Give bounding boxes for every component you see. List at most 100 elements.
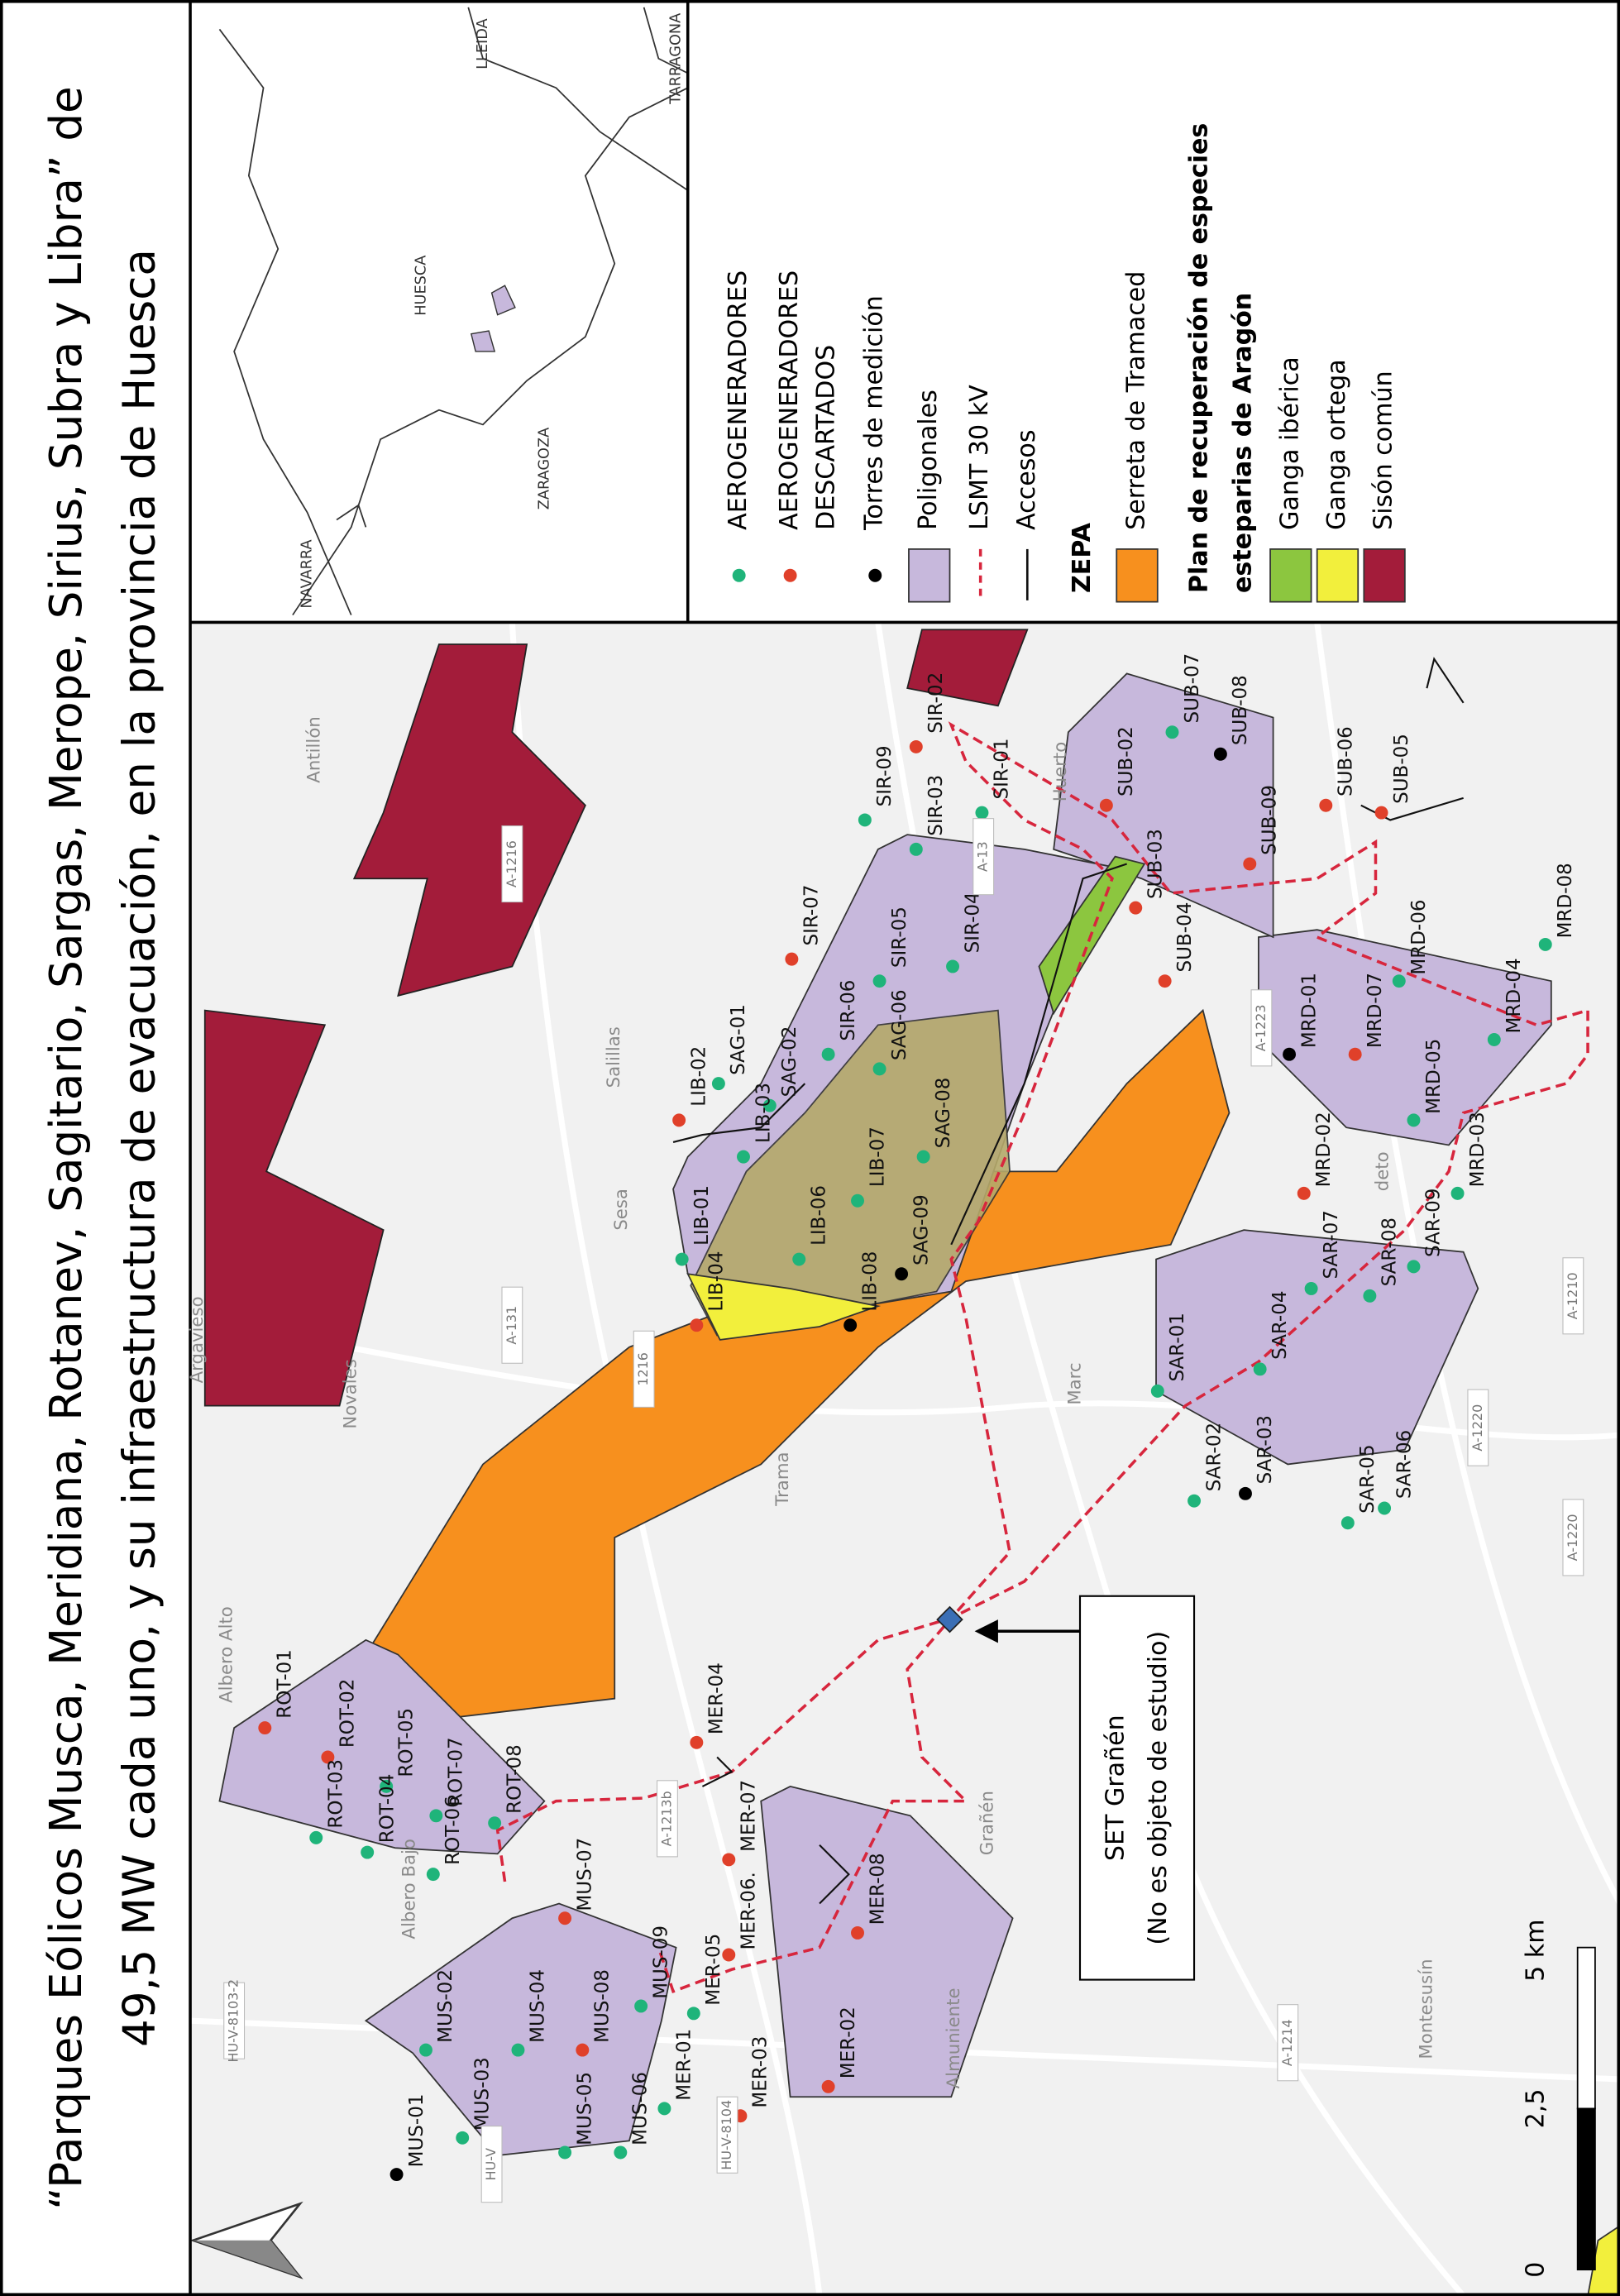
- turbine-marker: [1378, 1501, 1392, 1515]
- turbine-label: MRD-05: [1423, 1039, 1445, 1114]
- place-label: Huerto: [1050, 742, 1071, 802]
- legend-symbol: [868, 568, 882, 582]
- turbine-label: MUS-06: [630, 2072, 652, 2145]
- turbine-label: SUB-05: [1391, 734, 1412, 804]
- set-symbol: [936, 1605, 963, 1634]
- road-label: A-1210: [1565, 1272, 1580, 1319]
- dynamic-layer: NAVARRA ZARAGOZA HUESCA LLEIDA TARRAGONA AERO…: [187, 13, 1584, 2203]
- place-label: Novales: [341, 1359, 361, 1429]
- legend-label: Accesos: [1012, 429, 1041, 529]
- road-label: A-1220: [1565, 1514, 1580, 1562]
- turbine-marker: [389, 2168, 404, 2182]
- turbine-marker: [722, 1853, 736, 1867]
- turbine-marker: [1129, 901, 1143, 915]
- turbine-label: MER-05: [703, 1934, 724, 2006]
- turbine-marker: [1188, 1494, 1201, 1508]
- turbine-label: ROT-07: [446, 1737, 467, 1806]
- set-label: SET Grañén: [1102, 1715, 1130, 1861]
- turbine-label: LIB-07: [867, 1126, 888, 1187]
- turbine-marker: [711, 1077, 725, 1091]
- turbine-marker: [1407, 1113, 1421, 1127]
- turbine-label: LIB-08: [859, 1251, 881, 1312]
- turbine-marker: [843, 1318, 858, 1332]
- turbine-marker: [1150, 1384, 1164, 1398]
- turbine-marker: [657, 2102, 671, 2116]
- turbine-label: LIB-04: [706, 1251, 728, 1312]
- turbine-marker: [1487, 1033, 1501, 1046]
- turbine-label: SIR-04: [962, 892, 983, 953]
- turbine-marker: [1392, 974, 1406, 988]
- place-label: Albero Alto: [216, 1606, 237, 1703]
- place-label: Albero Bajo: [399, 1839, 420, 1939]
- turbine-marker: [821, 2079, 835, 2093]
- parks: [218, 672, 1552, 2156]
- legend-label: Ganga ortega: [1322, 359, 1351, 530]
- place-label: Almuniente: [944, 1987, 964, 2088]
- turbine-label: MUS-03: [471, 2057, 493, 2131]
- place-label: Grañén: [977, 1791, 998, 1855]
- turbine-label: SIR-03: [925, 775, 947, 836]
- road-shield: [1250, 989, 1273, 1067]
- road-label: A-13: [975, 841, 991, 872]
- turbine-label: ROT-01: [275, 1649, 296, 1719]
- turbine-marker: [1538, 937, 1552, 951]
- turbine-marker: [1213, 747, 1227, 761]
- road-label: HU-V: [483, 2148, 499, 2180]
- turbine-label: SUB-06: [1336, 726, 1357, 796]
- turbine-label: MUS-01: [406, 2094, 428, 2168]
- turbine-label: SAR-05: [1357, 1444, 1379, 1513]
- turbine-marker: [1450, 1186, 1465, 1200]
- legend-symbol: [1316, 548, 1360, 603]
- turbine-marker: [258, 1721, 272, 1735]
- turbine-label: MUS-07: [574, 1838, 595, 1911]
- turbine-label: SAR-06: [1393, 1430, 1415, 1499]
- turbine-label: SUB-09: [1259, 785, 1281, 855]
- turbine-marker: [762, 1098, 777, 1112]
- turbine-label: SAR-02: [1203, 1423, 1225, 1491]
- roads: [189, 621, 1620, 2296]
- legend-label: AEROGENERADORES: [724, 270, 753, 530]
- legend-label: Poligonales: [914, 390, 943, 530]
- scale-label: 2,5: [1522, 2088, 1551, 2128]
- inset-label: ZARAGOZA: [536, 428, 552, 509]
- turbine-marker: [1253, 1362, 1267, 1376]
- turbine-marker: [1407, 1260, 1421, 1274]
- set-arrowhead: [974, 1619, 998, 1643]
- turbine-label: SIR-07: [801, 884, 823, 945]
- turbine-label: MER-07: [738, 1780, 760, 1852]
- turbine-marker: [361, 1845, 375, 1859]
- turbine-label: MER-04: [706, 1662, 728, 1734]
- turbine-label: SUB-02: [1116, 726, 1137, 796]
- turbine-marker: [309, 1830, 323, 1844]
- turbine-marker: [488, 1816, 502, 1830]
- road-label: HU-V-8103-2: [226, 1979, 241, 2063]
- place-label: Sesa: [611, 1189, 632, 1231]
- legend-label: Ganga ibérica: [1275, 356, 1304, 530]
- turbine-label: SAR-08: [1379, 1217, 1401, 1286]
- turbine-label: MRD-06: [1408, 899, 1430, 974]
- turbine-marker: [785, 952, 799, 966]
- turbine-label: MER-06.: [738, 1872, 760, 1949]
- turbine-label: SIR-09: [874, 745, 896, 806]
- turbine-label: MER-03: [750, 2036, 772, 2108]
- turbine-label: SIR-05: [889, 906, 910, 968]
- place-label: Trama: [772, 1452, 793, 1506]
- turbine-label: ROT-08: [504, 1744, 525, 1814]
- road-shield: [501, 1286, 523, 1364]
- turbine-marker: [916, 1150, 930, 1164]
- turbine-marker: [821, 1047, 835, 1061]
- legend-symbol: [732, 568, 746, 582]
- road-label: A-1214: [1279, 2019, 1295, 2066]
- legend-symbol: [1269, 548, 1312, 603]
- turbine-marker: [1239, 1486, 1252, 1500]
- turbine-marker: [675, 1252, 689, 1266]
- zepa-area: [365, 1008, 1231, 1729]
- turbine-label: MUS-09: [650, 1925, 671, 1999]
- turbine-label: SUB-03: [1145, 829, 1167, 899]
- turbine-marker: [872, 1062, 886, 1076]
- inset-borders: [218, 7, 689, 616]
- turbine-marker: [426, 1868, 440, 1882]
- turbine-label: SAG-02: [779, 1026, 800, 1098]
